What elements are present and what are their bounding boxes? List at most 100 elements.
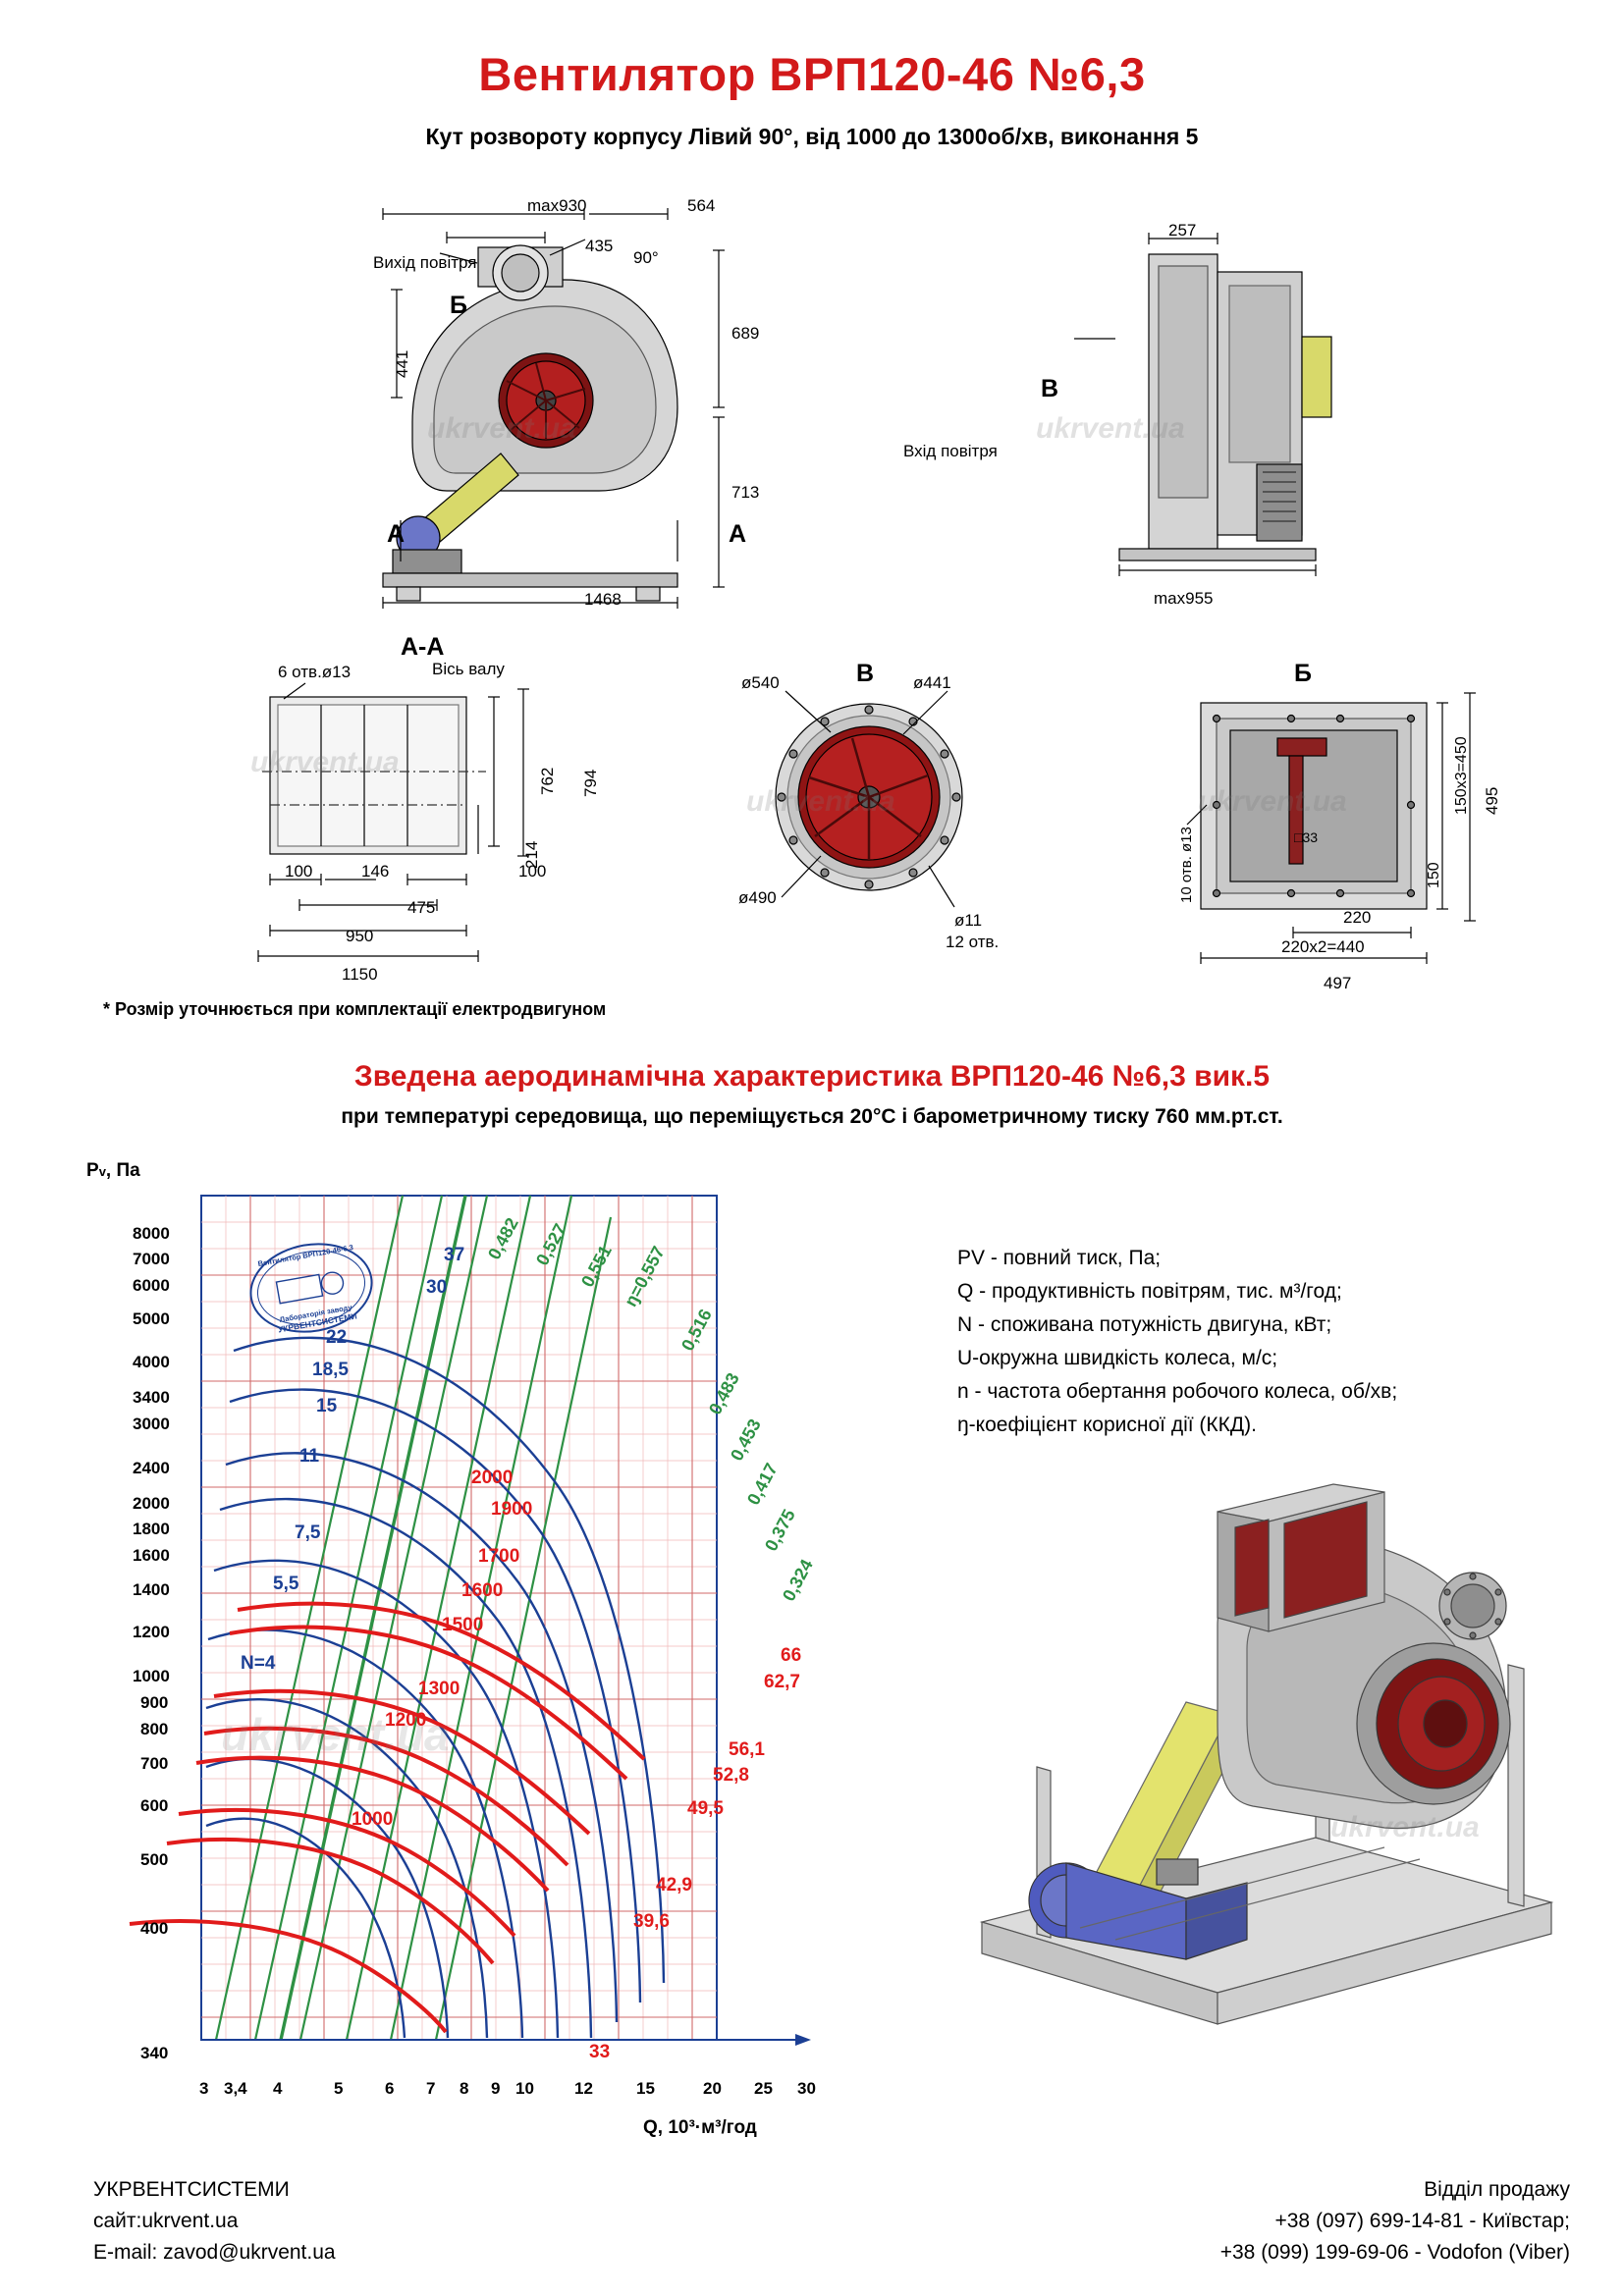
xtick-6: 6 bbox=[385, 2079, 395, 2098]
ytick-5000: 5000 bbox=[133, 1309, 170, 1328]
legend-item-u: U-окружна швидкість колеса, м/с; bbox=[957, 1347, 1278, 1369]
power-label-18_5: 18,5 bbox=[312, 1360, 349, 1380]
label-axis-shaft: Вісь валу bbox=[432, 660, 505, 678]
view-b-round-drawing bbox=[775, 690, 963, 908]
dim-220: 220 bbox=[1343, 908, 1372, 927]
power-label-7_5: 7,5 bbox=[295, 1522, 321, 1543]
dim-1468: 1468 bbox=[584, 590, 622, 609]
speed-label-1600: 1600 bbox=[461, 1580, 504, 1601]
dim-d441: ø441 bbox=[913, 673, 951, 692]
email[interactable]: E-mail: zavod@ukrvent.ua bbox=[93, 2241, 336, 2264]
ytick-3000: 3000 bbox=[133, 1415, 170, 1433]
dim-441-vert: 441 bbox=[393, 349, 411, 378]
ytick-7000: 7000 bbox=[133, 1250, 170, 1268]
website[interactable]: сайт:ukrvent.ua bbox=[93, 2210, 239, 2232]
dim-150x3: 150х3=450 bbox=[1453, 736, 1470, 815]
page-subtitle: Кут розвороту корпусу Лівий 90°, від 100… bbox=[425, 124, 1199, 149]
chart-title: Зведена аеродинамічна характеристика ВРП… bbox=[353, 1060, 1271, 1093]
speed-end-33: 33 bbox=[589, 2042, 611, 2062]
power-label-22: 22 bbox=[326, 1327, 348, 1348]
ytick-340: 340 bbox=[140, 2044, 169, 2062]
xtick-5: 5 bbox=[334, 2079, 344, 2098]
ytick-600: 600 bbox=[140, 1796, 169, 1815]
xtick-30: 30 bbox=[797, 2079, 816, 2098]
fan-3d-render bbox=[979, 1483, 1554, 2025]
speed-label-1700: 1700 bbox=[478, 1546, 520, 1567]
label-12-holes: 12 отв. bbox=[946, 933, 1000, 951]
speed-label-1900: 1900 bbox=[491, 1499, 533, 1520]
dim-689: 689 bbox=[731, 324, 760, 343]
label-air-in: Вхід повітря bbox=[903, 442, 998, 460]
dim-d11: ø11 bbox=[954, 911, 983, 930]
ytick-2000: 2000 bbox=[133, 1494, 170, 1513]
speed-label-1300: 1300 bbox=[418, 1679, 460, 1699]
label-air-out: Вихід повітря bbox=[373, 253, 477, 272]
speed-end-49_5: 49,5 bbox=[687, 1798, 724, 1819]
power-label-37: 37 bbox=[444, 1245, 465, 1265]
ytick-1400: 1400 bbox=[133, 1580, 170, 1599]
dim-d540: ø540 bbox=[741, 673, 780, 692]
ytick-400: 400 bbox=[140, 1919, 169, 1938]
ytick-500: 500 bbox=[140, 1850, 169, 1869]
xtick-3: 3 bbox=[199, 2079, 209, 2098]
xtick-7: 7 bbox=[426, 2079, 436, 2098]
dim-564: 564 bbox=[687, 196, 716, 215]
dim-max930: max930 bbox=[527, 196, 587, 215]
label-section-aa: А-А bbox=[401, 633, 445, 661]
chart-subtitle: при температурі середовища, що переміщує… bbox=[341, 1105, 1283, 1128]
ytick-2400: 2400 bbox=[133, 1459, 170, 1477]
dim-794: 794 bbox=[581, 769, 600, 797]
legend-item-eta: ŋ-коефіцієнт корисної дії (ККД). bbox=[957, 1414, 1257, 1436]
section-aa-drawing bbox=[257, 682, 529, 962]
ytick-6000: 6000 bbox=[133, 1276, 170, 1295]
ytick-1000: 1000 bbox=[133, 1667, 170, 1685]
xtick-20: 20 bbox=[703, 2079, 722, 2098]
ytick-8000: 8000 bbox=[133, 1224, 170, 1243]
sales-title: Відділ продажу bbox=[1424, 2178, 1570, 2201]
chart-legend: PV - повний тиск, Па; Q - продуктивність… bbox=[957, 1242, 1397, 1442]
dim-10-holes: 10 отв. ø13 bbox=[1178, 827, 1195, 903]
ytick-1800: 1800 bbox=[133, 1520, 170, 1538]
dim-146: 146 bbox=[361, 862, 390, 881]
dim-497: 497 bbox=[1324, 974, 1352, 992]
dim-713: 713 bbox=[731, 483, 760, 502]
xtick-12: 12 bbox=[574, 2079, 593, 2098]
chart-y-axis-label: Pv, Па bbox=[86, 1160, 140, 1181]
legend-item-q: Q - продуктивність повітрям, тис. м³/год… bbox=[957, 1280, 1342, 1303]
label-6-holes: 6 отв.ø13 bbox=[278, 663, 352, 681]
speed-label-2000: 2000 bbox=[471, 1468, 514, 1488]
page-title: Вентилятор ВРП120-46 №6,3 bbox=[478, 48, 1146, 100]
label-view-v: В bbox=[856, 660, 875, 687]
dim-sq33: □33 bbox=[1294, 829, 1319, 845]
speed-end-56_1: 56,1 bbox=[729, 1739, 765, 1760]
dim-950: 950 bbox=[346, 927, 374, 945]
ytick-800: 800 bbox=[140, 1720, 169, 1738]
speed-end-52_8: 52,8 bbox=[713, 1765, 749, 1786]
xtick-8: 8 bbox=[460, 2079, 469, 2098]
footer-contacts: УКРВЕНТСИСТЕМИ сайт:ukrvent.ua E-mail: z… bbox=[93, 2174, 336, 2269]
phone-kyivstar[interactable]: +38 (097) 699-14-81 - Київстар; bbox=[1274, 2210, 1570, 2232]
ytick-1600: 1600 bbox=[133, 1546, 170, 1565]
speed-end-62_7: 62,7 bbox=[764, 1672, 800, 1692]
fan-side-view-drawing bbox=[382, 208, 725, 609]
label-section-b: Б bbox=[450, 292, 467, 319]
speed-end-66: 66 bbox=[781, 1645, 802, 1666]
laboratory-stamp: Вентилятор ВРП120-46-6,3 Лабораторія зав… bbox=[249, 1243, 373, 1334]
xtick-15: 15 bbox=[636, 2079, 655, 2098]
ytick-1200: 1200 bbox=[133, 1623, 170, 1641]
ytick-4000: 4000 bbox=[133, 1353, 170, 1371]
speed-end-39_6: 39,6 bbox=[633, 1911, 670, 1932]
xtick-4: 4 bbox=[273, 2079, 283, 2098]
power-label-N4: N=4 bbox=[241, 1653, 276, 1674]
power-label-5_5: 5,5 bbox=[273, 1574, 299, 1594]
ytick-700: 700 bbox=[140, 1754, 169, 1773]
footer-sales: Відділ продажу +38 (097) 699-14-81 - Киї… bbox=[1220, 2174, 1570, 2269]
view-b2-outlet-drawing bbox=[1186, 692, 1476, 964]
xtick-25: 25 bbox=[754, 2079, 773, 2098]
phone-vodafon[interactable]: +38 (099) 199-69-06 - Vodofon (Viber) bbox=[1219, 2241, 1570, 2264]
dim-1150: 1150 bbox=[342, 965, 378, 984]
svg-text:Вентилятор ВРП120-46-6,3: Вентилятор ВРП120-46-6,3 bbox=[257, 1243, 354, 1268]
speed-end-42_9: 42,9 bbox=[656, 1875, 692, 1896]
xtick-34: 3,4 bbox=[224, 2079, 247, 2098]
